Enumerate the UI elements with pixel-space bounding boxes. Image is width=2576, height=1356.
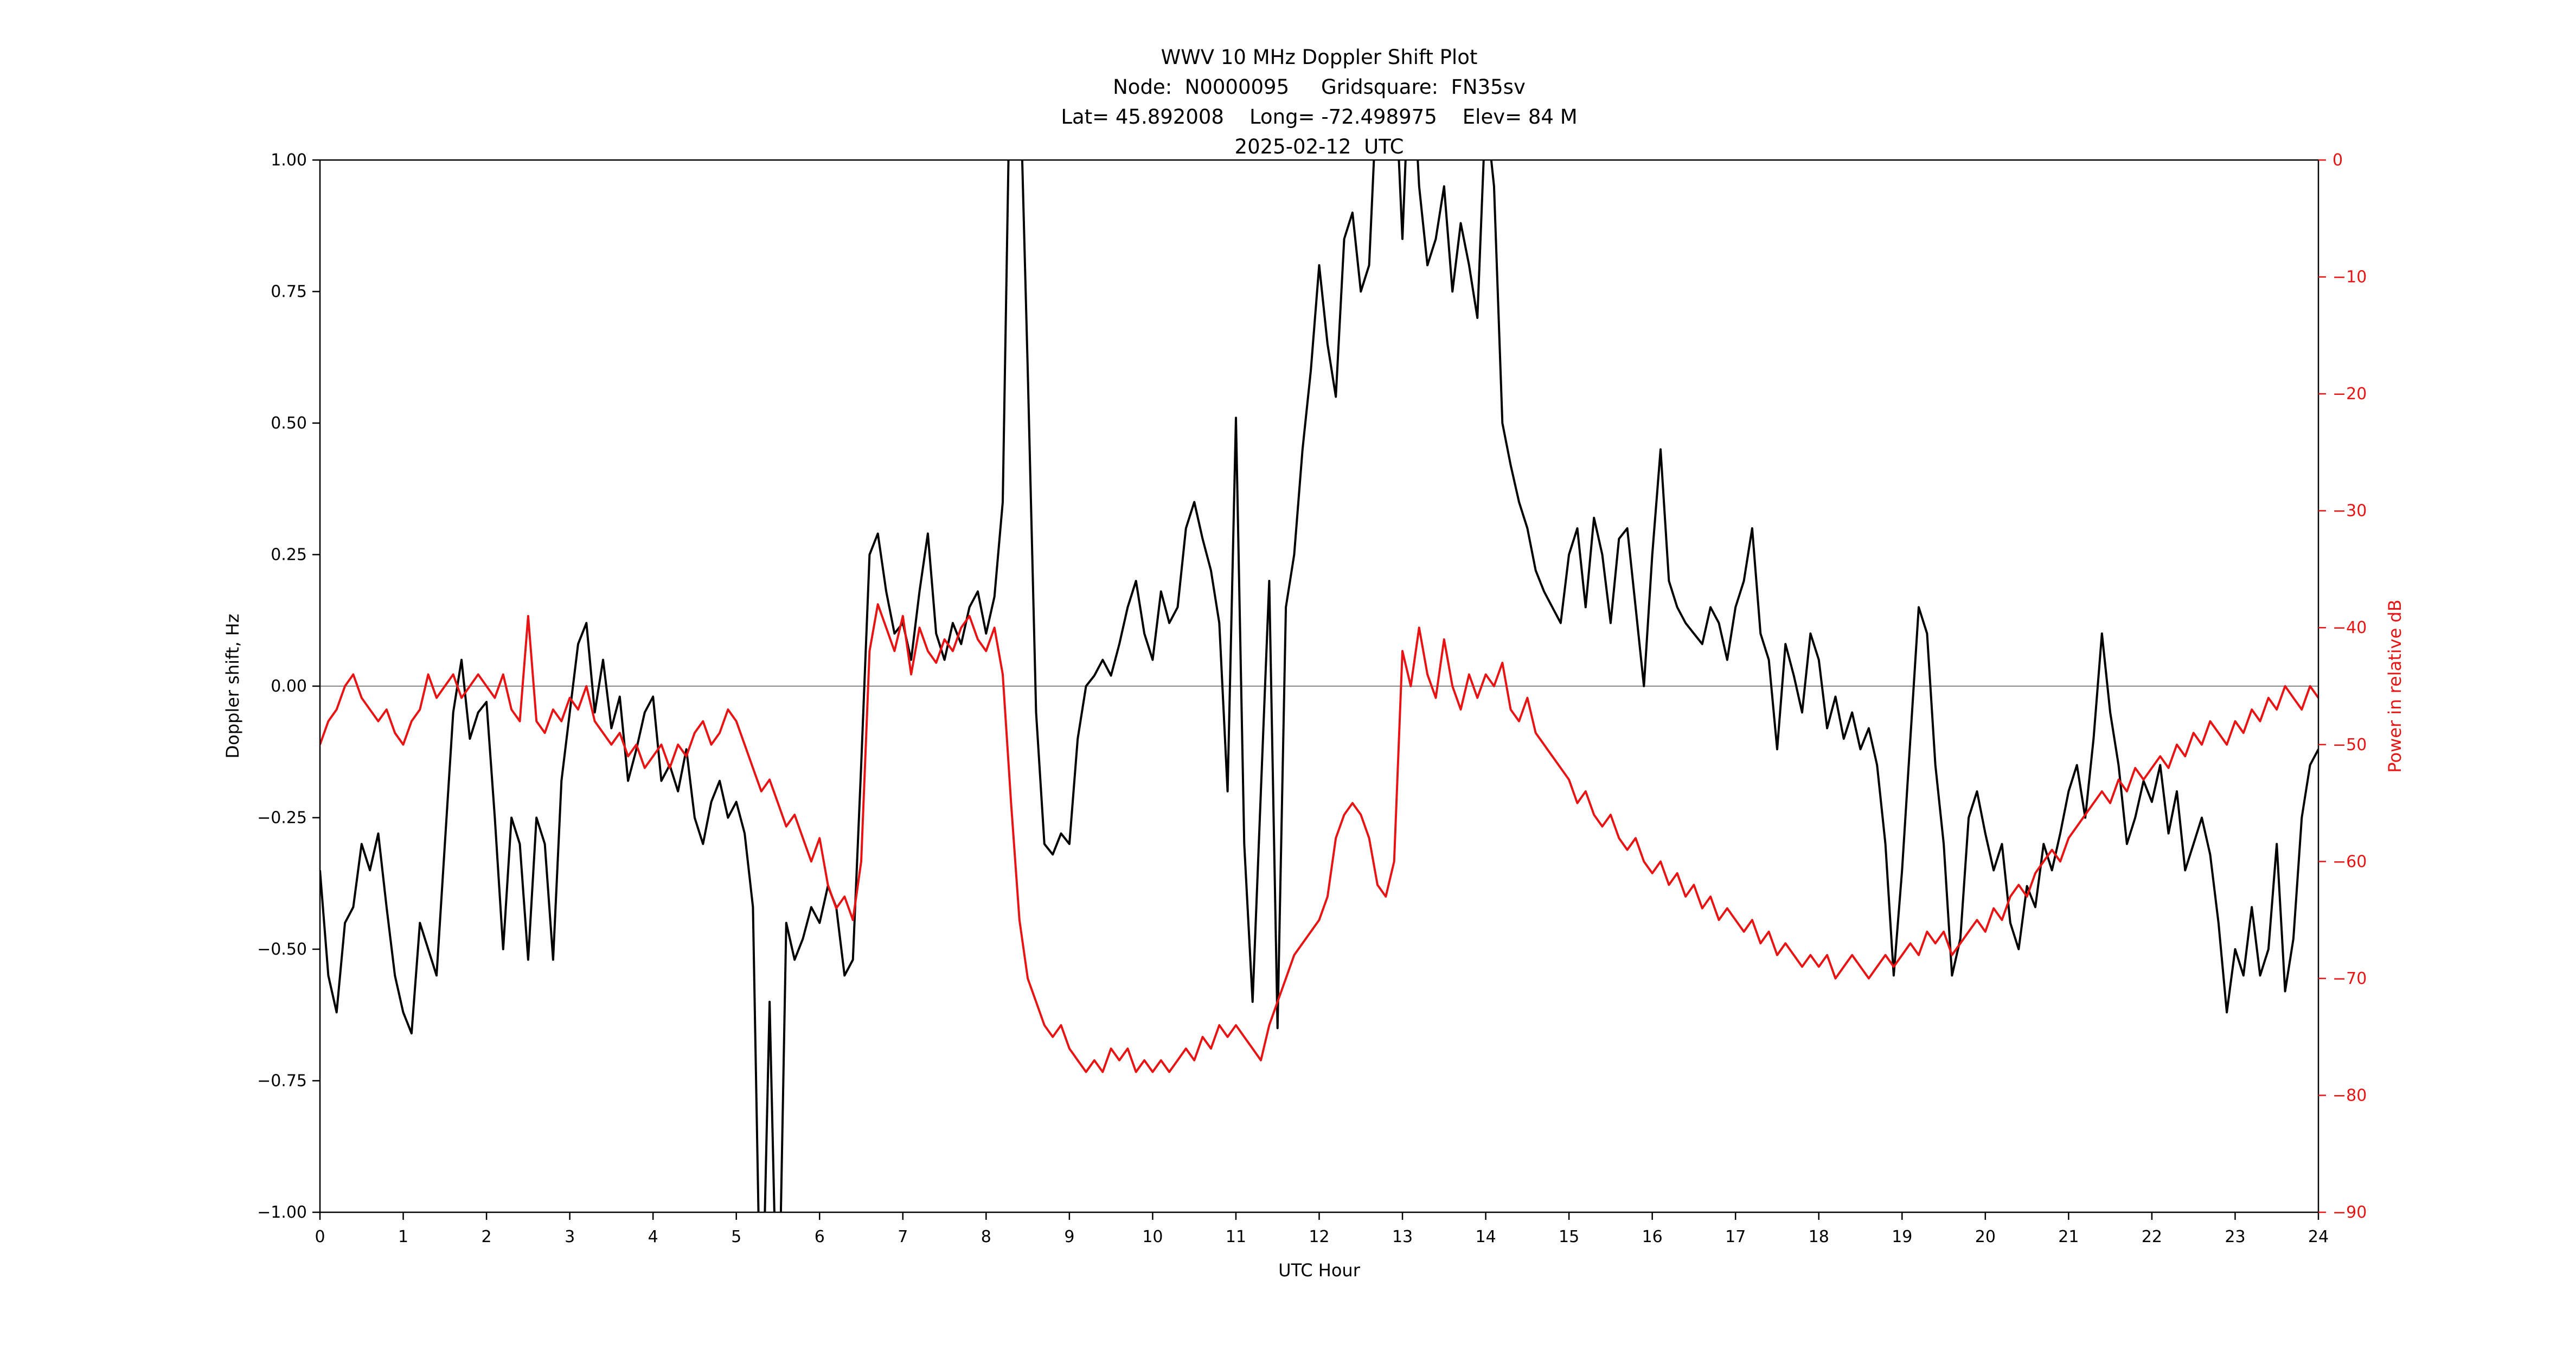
plot-subtitle-date: 2025-02-12 UTC: [1234, 135, 1404, 158]
x-tick-label: 1: [398, 1227, 408, 1246]
x-tick-label: 3: [565, 1227, 575, 1246]
x-tick-label: 9: [1064, 1227, 1074, 1246]
right-tick-label: −20: [2333, 385, 2367, 404]
y-axis-label-left: Doppler shift, Hz: [222, 613, 243, 758]
right-tick-label: −90: [2333, 1203, 2367, 1222]
x-tick-label: 13: [1392, 1227, 1413, 1246]
left-tick-label: −0.25: [257, 809, 307, 828]
plot-title: WWV 10 MHz Doppler Shift Plot: [1161, 46, 1478, 69]
x-tick-label: 21: [2058, 1227, 2079, 1246]
x-tick-label: 5: [731, 1227, 741, 1246]
x-tick-label: 7: [898, 1227, 908, 1246]
left-tick-label: 0.50: [271, 414, 307, 433]
left-tick-label: −0.50: [257, 940, 307, 959]
series-line-0: [320, 160, 2318, 1212]
right-tick-label: −30: [2333, 502, 2367, 521]
x-tick-label: 4: [648, 1227, 658, 1246]
x-tick-label: 14: [1475, 1227, 1496, 1246]
x-tick-label: 23: [2225, 1227, 2245, 1246]
right-tick-label: −80: [2333, 1086, 2367, 1105]
x-tick-label: 15: [1559, 1227, 1579, 1246]
right-tick-label: −70: [2333, 969, 2367, 988]
x-tick-label: 0: [315, 1227, 325, 1246]
x-tick-label: 8: [981, 1227, 991, 1246]
left-tick-label: −1.00: [257, 1203, 307, 1222]
x-tick-label: 24: [2308, 1227, 2329, 1246]
left-tick-label: 0.75: [271, 283, 307, 302]
x-tick-label: 16: [1642, 1227, 1663, 1246]
left-tick-label: 0.00: [271, 677, 307, 696]
x-tick-label: 12: [1309, 1227, 1329, 1246]
right-tick-label: −40: [2333, 618, 2367, 637]
x-tick-label: 11: [1226, 1227, 1246, 1246]
plot-subtitle-node: Node: N0000095 Gridsquare: FN35sv: [1113, 75, 1526, 99]
series-line-1: [320, 603, 2318, 1073]
x-tick-label: 2: [482, 1227, 492, 1246]
x-tick-label: 6: [815, 1227, 825, 1246]
left-tick-label: 1.00: [271, 151, 307, 170]
x-tick-label: 10: [1142, 1227, 1163, 1246]
right-tick-label: −60: [2333, 852, 2367, 871]
y-axis-label-right: Power in relative dB: [2385, 599, 2405, 772]
x-tick-label: 22: [2142, 1227, 2162, 1246]
x-tick-label: 18: [1809, 1227, 1829, 1246]
right-tick-label: −50: [2333, 735, 2367, 754]
x-axis-label: UTC Hour: [1278, 1260, 1361, 1281]
left-tick-label: 0.25: [271, 546, 307, 565]
plot-title-block: WWV 10 MHz Doppler Shift Plot Node: N000…: [320, 42, 2318, 162]
right-tick-label: −10: [2333, 268, 2367, 287]
x-tick-label: 19: [1892, 1227, 1912, 1246]
x-tick-label: 17: [1725, 1227, 1746, 1246]
left-tick-label: −0.75: [257, 1072, 307, 1091]
plot-subtitle-location: Lat= 45.892008 Long= -72.498975 Elev= 84…: [1061, 105, 1578, 129]
right-tick-label: 0: [2333, 151, 2343, 170]
x-tick-label: 20: [1975, 1227, 1996, 1246]
